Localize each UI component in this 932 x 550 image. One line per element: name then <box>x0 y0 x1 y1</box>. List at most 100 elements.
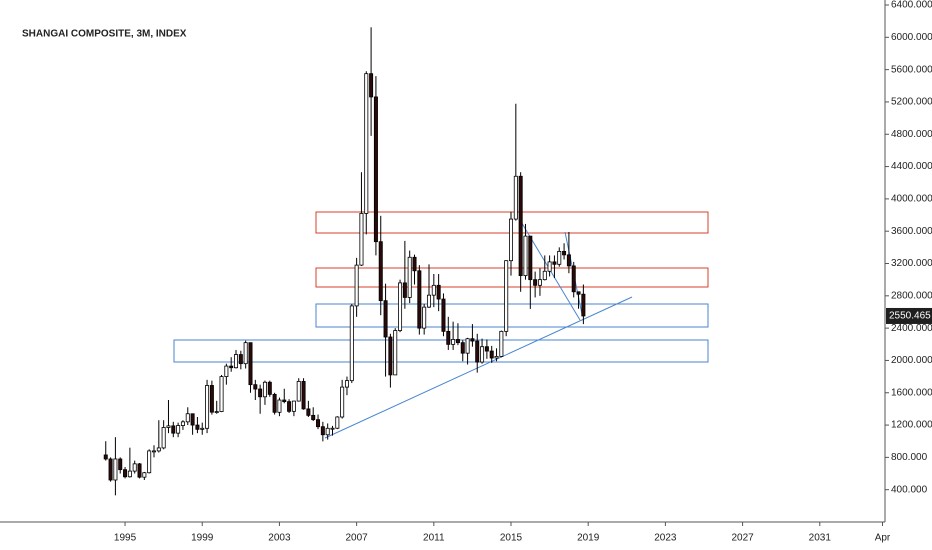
candle-body <box>282 399 287 403</box>
candle-body <box>180 421 185 426</box>
candle-body <box>137 463 142 478</box>
last-price-badge <box>886 307 932 324</box>
candle-body <box>243 342 248 365</box>
candle-body <box>209 385 214 413</box>
x-tick-label: 2007 <box>345 533 368 544</box>
candle-body <box>412 256 417 272</box>
candle-body <box>311 414 316 421</box>
candle-body <box>234 354 239 369</box>
candle-body <box>509 218 514 262</box>
candle-body <box>398 282 403 331</box>
candle-body <box>499 330 504 357</box>
candle-body <box>176 425 181 434</box>
candle-body <box>349 305 354 382</box>
y-tick-label: 3200.000 <box>891 258 932 269</box>
x-tick-label: 2023 <box>654 533 677 544</box>
candle-body <box>262 381 267 398</box>
candle-body <box>229 365 234 369</box>
candle-body <box>248 342 253 386</box>
candle-body <box>185 413 190 423</box>
candle-body <box>335 416 340 429</box>
candle-body <box>123 469 128 478</box>
candle-body <box>470 338 475 342</box>
candle-body <box>426 294 431 308</box>
candle-body <box>513 175 518 220</box>
candle-body <box>431 284 436 296</box>
candle-body <box>156 447 161 452</box>
candle-body <box>320 426 325 436</box>
candle-body <box>296 381 301 402</box>
candle-body <box>277 399 282 413</box>
candle-body <box>359 213 364 266</box>
candle-body <box>113 458 118 481</box>
candle-body <box>258 388 263 398</box>
candle-body <box>219 376 224 412</box>
candle-body <box>325 427 330 436</box>
candle-body <box>306 408 311 416</box>
candle-body <box>238 354 243 365</box>
y-tick-label: 6400.000 <box>891 0 932 11</box>
candle-body <box>383 300 388 338</box>
x-tick-label: 2003 <box>268 533 291 544</box>
candle-body <box>340 386 345 418</box>
candle-body <box>205 385 210 429</box>
candle-body <box>547 261 552 272</box>
y-tick-label: 800.000 <box>891 452 928 463</box>
candle-body <box>316 419 321 428</box>
candle-body <box>581 293 586 317</box>
support-zone <box>315 303 709 328</box>
candle-body <box>354 264 359 307</box>
candle-body <box>465 338 470 354</box>
trend-line <box>324 296 633 439</box>
candle-body <box>576 291 581 295</box>
candle-body <box>200 427 205 430</box>
candle-body <box>147 450 152 474</box>
candle-body <box>195 424 200 430</box>
y-tick-label: 5600.000 <box>891 64 932 75</box>
x-tick-label: 2015 <box>500 533 523 544</box>
candle-body <box>523 235 528 277</box>
candle-body <box>344 380 349 388</box>
candle-body <box>417 270 422 329</box>
candle-body <box>518 175 523 277</box>
y-tick-label: 400.000 <box>891 484 928 495</box>
candle-body <box>151 450 156 453</box>
x-tick-label: Apr <box>875 533 891 544</box>
candle-body <box>373 96 378 243</box>
support-zone <box>173 339 709 363</box>
candle-body <box>388 336 393 376</box>
candle-body <box>480 346 485 363</box>
x-tick-label: 2011 <box>423 533 445 544</box>
candle-body <box>291 400 296 412</box>
candle-body <box>402 282 407 298</box>
x-tick-label: 1999 <box>191 533 214 544</box>
candle-body <box>533 279 538 286</box>
y-tick-label: 3600.000 <box>891 226 932 237</box>
candle-body <box>407 256 412 298</box>
candle-body <box>441 298 446 332</box>
candle-body <box>446 330 451 345</box>
candle-body <box>494 356 499 359</box>
resistance-zone <box>315 267 709 288</box>
candle-body <box>436 284 441 300</box>
candle-body <box>166 425 171 428</box>
y-tick-label: 2400.000 <box>891 323 932 334</box>
x-tick-label: 2031 <box>809 533 832 544</box>
candle-body <box>287 401 292 412</box>
y-tick-label: 2000.000 <box>891 355 932 366</box>
x-tick-label: 2027 <box>731 533 754 544</box>
candle-body <box>224 365 229 377</box>
candle-body <box>118 458 123 471</box>
candle-body <box>142 472 147 478</box>
candle-body <box>489 350 494 359</box>
candle-body <box>301 381 306 410</box>
candle-body <box>369 73 374 98</box>
candle-body <box>537 279 542 286</box>
candle-body <box>127 470 132 478</box>
candle-body <box>171 425 176 434</box>
candle-body <box>475 340 480 363</box>
candle-body <box>132 463 137 472</box>
candle-body <box>378 241 383 302</box>
candle-body <box>108 458 113 481</box>
